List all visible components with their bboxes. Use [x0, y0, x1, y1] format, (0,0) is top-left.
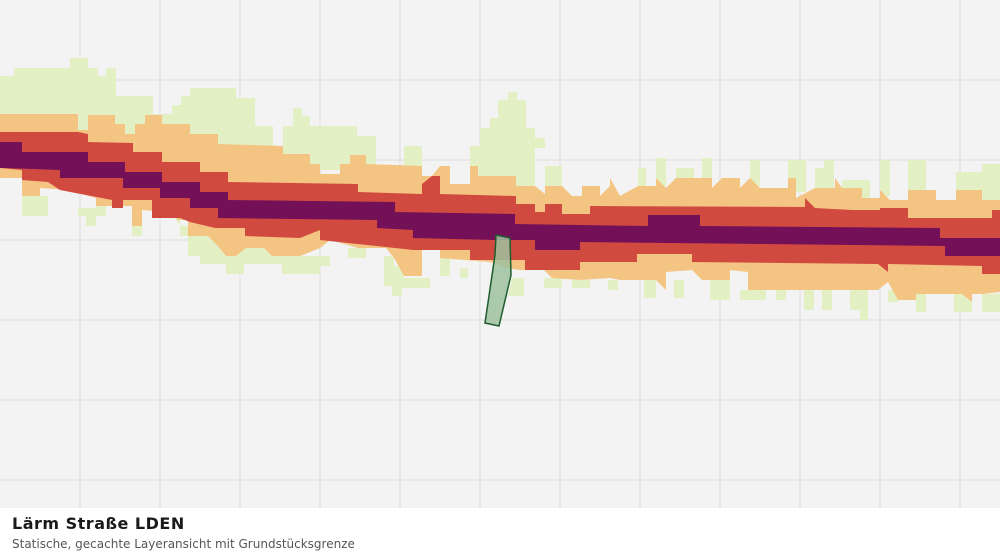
parcel-boundary: [484, 234, 512, 327]
layer-subtitle: Statische, gecachte Layeransicht mit Gru…: [12, 537, 355, 551]
layer-title: Lärm Straße LDEN: [12, 514, 185, 533]
noise-zone-very-high: [0, 142, 1000, 256]
footer: Lärm Straße LDEN Statische, gecachte Lay…: [0, 508, 1000, 560]
map: [0, 0, 1000, 508]
